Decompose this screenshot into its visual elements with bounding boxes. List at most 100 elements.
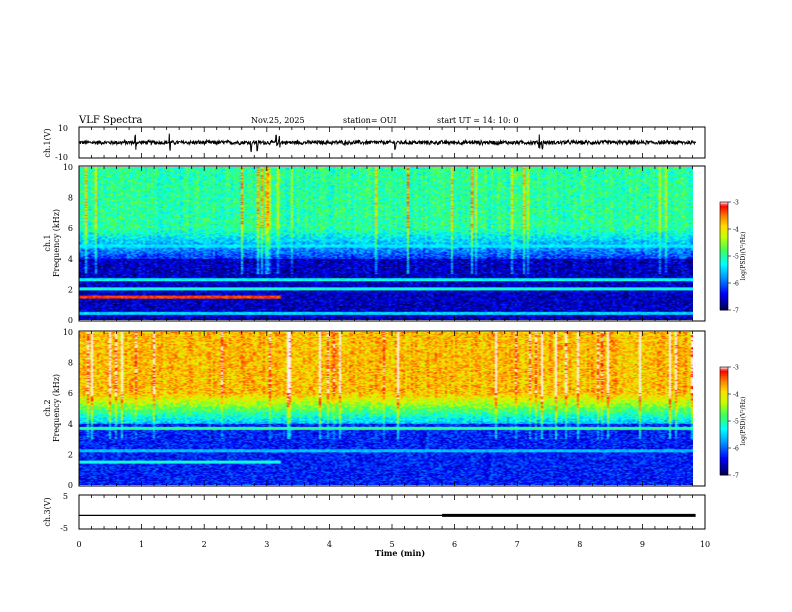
colorbar-segment (720, 473, 728, 476)
colorbar-segment (720, 464, 728, 467)
freq-tick-label: 0 (68, 316, 73, 325)
colorbar-segment (720, 390, 728, 393)
colorbar-segment (720, 290, 728, 293)
colorbar-segment (720, 288, 728, 291)
x-tick-label: 10 (700, 540, 710, 549)
colorbar-segment (720, 419, 728, 422)
freq-tick-label: 8 (68, 359, 73, 368)
colorbar-segment (720, 408, 728, 411)
ch2-spectrogram-yticklabels: 0 2 4 6 8 10 (63, 328, 73, 490)
colorbar-segment (720, 422, 728, 426)
x-tick-label: 9 (640, 540, 645, 549)
colorbar-tick-label: -3 (733, 365, 739, 372)
freq-tick-label: 6 (68, 224, 73, 233)
ch1-ylabel: ch.1(V) (43, 128, 52, 157)
colorbar-segment (720, 410, 728, 413)
colorbar-segment (720, 415, 728, 418)
colorbar-segment (720, 304, 728, 307)
ch1-spectrogram-image (79, 167, 693, 320)
colorbar-segment (720, 257, 728, 261)
colorbar-segment (720, 272, 728, 275)
colorbar-segment (720, 284, 728, 288)
colorbar-tick-label: -7 (733, 308, 739, 315)
colorbar-segment (720, 440, 728, 444)
colorbar-segment (720, 241, 728, 244)
colorbar-segment (720, 245, 728, 248)
colorbar-segment (720, 254, 728, 257)
colorbar-segment (720, 220, 728, 223)
colorbar-segment (720, 218, 728, 221)
station-label: station= OUI (343, 116, 397, 125)
colorbar-segment (720, 379, 728, 382)
colorbar-segment (720, 243, 728, 246)
colorbar-segment (720, 413, 728, 417)
ch1-ytick-top: 10 (58, 124, 68, 133)
colorbar-segment (720, 437, 728, 440)
freq-tick-label: 6 (68, 389, 73, 398)
colorbar-segment (720, 457, 728, 460)
colorbar-segment (720, 265, 728, 268)
colorbar-segment (720, 302, 728, 306)
colorbar-segment (720, 277, 728, 280)
colorbar-segment (720, 448, 728, 451)
colorbar-segment (720, 239, 728, 243)
colorbar-segment (720, 388, 728, 391)
colorbar-segment (720, 435, 728, 438)
colorbar-segment (720, 292, 728, 295)
colorbar-segment (720, 471, 728, 474)
x-tick-label: 7 (515, 540, 520, 549)
colorbar-segment (720, 430, 728, 433)
freq-tick-label: 8 (68, 194, 73, 203)
colorbar-segment (720, 299, 728, 302)
colorbar-segment (720, 266, 728, 270)
ch3-ytick-bottom: -5 (60, 524, 68, 533)
colorbar-segment (720, 368, 728, 372)
colorbar-segment (720, 203, 728, 207)
ch1-channel-label: ch.1 (43, 234, 52, 251)
colorbar-segment (720, 431, 728, 435)
colorbar-segment (720, 399, 728, 402)
ch1-spectrogram-panel: 0 2 4 6 8 10 ch.1 Frequency (kHz) -3 -4 -5 -6 -7 l… (43, 163, 747, 325)
ch1-freq-label: Frequency (kHz) (52, 209, 61, 277)
colorbar-segment (720, 295, 728, 298)
date-label: Nov.25, 2025 (251, 116, 305, 125)
colorbar-segment (720, 403, 728, 406)
colorbar-segment (720, 367, 728, 370)
colorbar-segment (720, 417, 728, 420)
start-time-label: start UT = 14: 10: 0 (437, 116, 518, 125)
colorbar-segment (720, 221, 728, 225)
colorbar-segment (720, 297, 728, 300)
colorbar-tick-label: -6 (733, 281, 739, 288)
colorbar-segment (720, 446, 728, 449)
x-axis-ticklabels: 0 1 2 3 4 5 6 7 8 9 10 (76, 540, 710, 549)
colorbar-segment (720, 385, 728, 388)
colorbar-segment (720, 283, 728, 286)
colorbar-segment (720, 428, 728, 431)
colorbar-segment (720, 230, 728, 234)
freq-tick-label: 2 (68, 450, 73, 459)
colorbar-segment (720, 279, 728, 282)
x-tick-label: 4 (327, 540, 332, 549)
colorbar-segment (720, 308, 728, 311)
ch1-ytick-bottom: -10 (55, 153, 68, 162)
freq-tick-label: 4 (68, 255, 73, 264)
ch1-colorbar: -3 -4 -5 -6 -7 log(PSD)(V²/Hz) (719, 200, 747, 315)
colorbar-tick-label: -4 (733, 227, 739, 234)
colorbar-segment (720, 250, 728, 253)
freq-tick-label: 10 (63, 328, 73, 337)
colorbar-segment (720, 401, 728, 404)
colorbar-segment (720, 372, 728, 375)
colorbar-segment (720, 211, 728, 214)
colorbar-segment (720, 451, 728, 454)
x-tick-label: 3 (264, 540, 269, 549)
colorbar-segment (720, 229, 728, 232)
x-tick-label: 1 (139, 540, 144, 549)
colorbar-label: log(PSD)(V²/Hz) (740, 232, 747, 281)
colorbar-tick-label: -4 (733, 392, 739, 399)
colorbar-segment (720, 205, 728, 208)
colorbar-segment (720, 406, 728, 409)
colorbar-segment (720, 216, 728, 219)
colorbar-segment (720, 392, 728, 395)
colorbar-segment (720, 397, 728, 400)
